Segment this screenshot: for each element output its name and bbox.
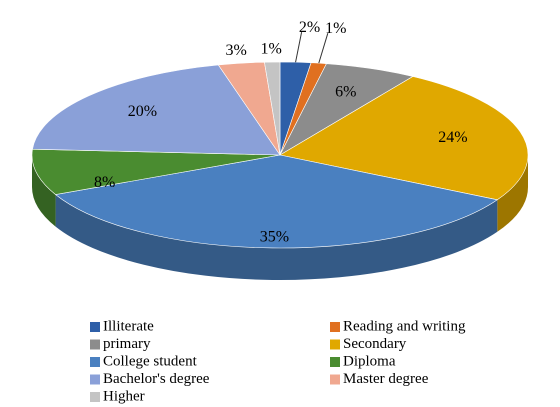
data-label: 3% — [225, 42, 246, 59]
data-label: 35% — [260, 229, 289, 246]
data-label: 8% — [94, 174, 115, 191]
legend-label: Bachelor's degree — [103, 371, 210, 387]
data-label: 1% — [325, 20, 346, 37]
slice — [32, 64, 281, 156]
slice-side — [55, 194, 498, 280]
data-label: 6% — [335, 83, 356, 100]
legend-label: Higher — [103, 388, 145, 404]
legend-swatch — [330, 322, 340, 332]
legend-swatch — [90, 339, 100, 350]
legend-label: Diploma — [343, 353, 396, 369]
legend-label: College student — [103, 353, 198, 369]
slice-side — [32, 155, 56, 227]
slice-side — [497, 155, 528, 232]
slice — [31, 148, 281, 195]
legend-swatch — [330, 339, 340, 350]
legend-swatch — [90, 392, 100, 402]
legend-swatch — [330, 374, 340, 385]
legend-label: Illiterate — [103, 318, 154, 334]
legend-swatch — [90, 374, 100, 385]
slice — [279, 76, 529, 201]
legend-label: Reading and writing — [343, 318, 466, 334]
legend-swatch — [90, 322, 100, 332]
legend-label: Master degree — [343, 371, 429, 387]
data-label: 2% — [299, 19, 320, 36]
legend-swatch — [90, 357, 100, 367]
leader-line — [318, 33, 329, 64]
legend-label: primary — [103, 336, 151, 352]
data-label: 24% — [438, 129, 467, 146]
legend-swatch — [330, 357, 340, 367]
slice — [264, 61, 281, 156]
legend-label: Secondary — [343, 336, 407, 352]
data-label: 1% — [261, 41, 282, 58]
data-label: 20% — [128, 103, 157, 120]
leader-line — [295, 32, 303, 63]
slice — [54, 154, 499, 249]
